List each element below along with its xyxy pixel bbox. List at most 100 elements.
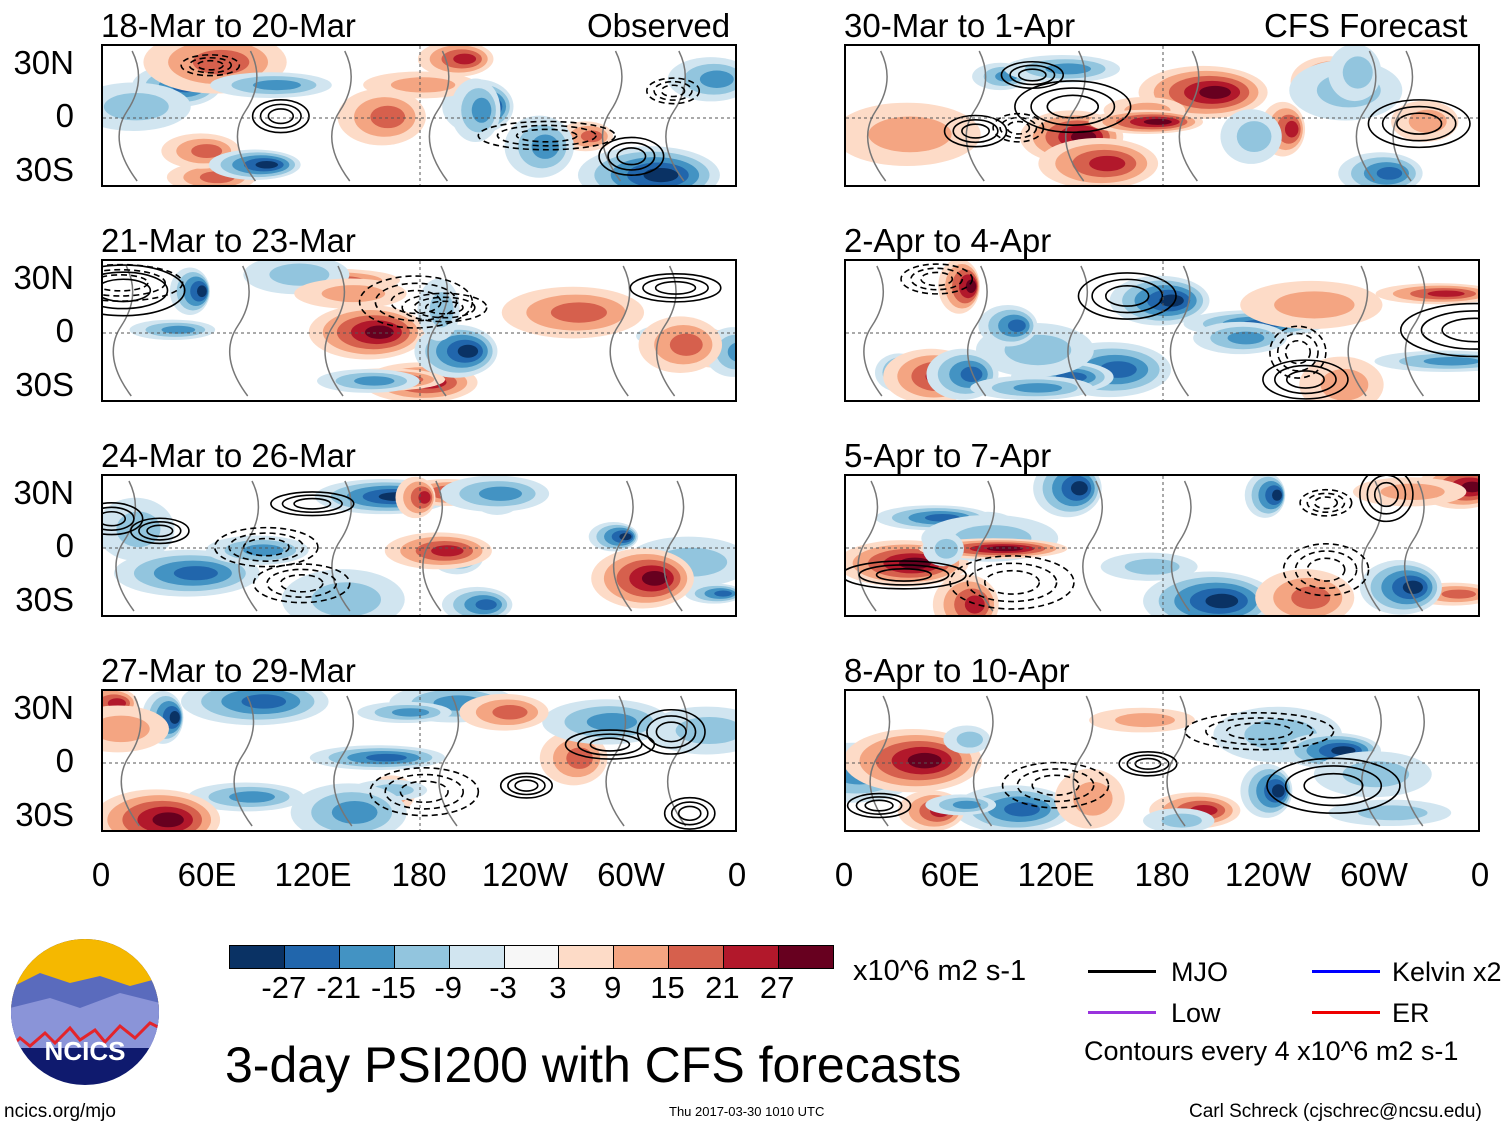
positive-contour: [1077, 272, 1177, 320]
negative-anomaly: [255, 161, 279, 169]
positive-contour: [1367, 99, 1471, 149]
lat-label: 0: [55, 742, 74, 779]
lat-label: 0: [55, 97, 74, 134]
negative-anomaly: [1376, 166, 1403, 180]
coastline: [115, 480, 137, 612]
negative-contour: [999, 116, 1038, 139]
lon-label: 0: [91, 856, 111, 893]
positive-contour: [1441, 317, 1478, 343]
positive-contour: [616, 147, 647, 166]
coastline: [601, 50, 623, 182]
colorbar-swatch: [339, 946, 395, 968]
positive-anomaly: [580, 130, 603, 143]
negative-contour: [1306, 557, 1346, 582]
lon-label: 60E: [920, 856, 980, 893]
legend-line-mjo: [1088, 970, 1156, 973]
negative-anomaly: [952, 800, 981, 809]
colorbar-label: 27: [759, 970, 795, 1005]
negative-contour: [1313, 496, 1339, 510]
positive-contour: [1399, 302, 1478, 358]
negative-contour: [413, 296, 476, 319]
coastline: [1403, 480, 1425, 612]
negative-contour: [477, 120, 617, 151]
negative-contour: [374, 282, 458, 322]
ncics-logo: NCICS: [10, 938, 160, 1086]
positive-contour: [103, 278, 152, 303]
legend-label-mjo: MJO: [1171, 957, 1228, 987]
coastline: [1065, 50, 1086, 182]
map-panel: [844, 44, 1480, 187]
coastline: [867, 50, 888, 182]
negative-anomaly: [331, 800, 378, 824]
positive-anomaly: [986, 546, 1024, 552]
panel-title: 30-Mar to 1-Apr: [844, 7, 1076, 44]
coastline: [967, 265, 988, 397]
negative-anomaly: [269, 263, 330, 286]
negative-anomaly: [1358, 805, 1428, 821]
negative-anomaly: [457, 344, 479, 358]
coastline: [667, 695, 688, 827]
positive-contour: [846, 792, 912, 819]
coastline: [655, 265, 677, 397]
coastline: [438, 695, 460, 827]
panel-title: 8-Apr to 10-Apr: [844, 652, 1070, 689]
colorbar-label: -9: [434, 970, 463, 1005]
negative-anomaly: [1070, 481, 1088, 496]
positive-contour: [564, 729, 656, 760]
lat-label: 30N: [13, 259, 74, 296]
positive-anomaly: [370, 105, 406, 129]
lat-label: 30S: [15, 366, 74, 403]
positive-anomaly: [965, 279, 977, 294]
panel-title: 27-Mar to 29-Mar: [101, 652, 356, 689]
negative-anomaly: [1423, 357, 1478, 366]
coastline: [1404, 695, 1425, 827]
positive-contour: [146, 524, 174, 538]
positive-anomaly: [321, 285, 386, 303]
coastline: [612, 480, 634, 612]
lat-label: 30S: [15, 581, 74, 618]
colorbar-swatch: [394, 946, 450, 968]
positive-contour: [1014, 80, 1132, 134]
negative-anomaly: [1159, 294, 1184, 307]
negative-contour: [242, 537, 290, 557]
coastline: [863, 265, 885, 397]
coastline: [1355, 50, 1377, 182]
colorbar-swatch: [724, 946, 780, 968]
negative-contour: [188, 56, 233, 74]
colorbar-label: -3: [489, 970, 517, 1005]
colorbar-label: -15: [371, 970, 416, 1005]
coastline: [1169, 265, 1191, 397]
lon-label: 0: [727, 856, 747, 893]
lon-label: 120E: [274, 856, 352, 893]
positive-anomaly: [103, 715, 150, 743]
positive-contour: [1091, 278, 1164, 314]
coastline: [427, 265, 449, 397]
negative-contour: [653, 80, 693, 101]
positive-contour: [855, 796, 903, 815]
main-title: 3-day PSI200 with CFS forecasts: [225, 1037, 962, 1093]
negative-contour: [949, 555, 1075, 610]
positive-contour: [677, 805, 702, 822]
colorbar: [229, 945, 834, 969]
negative-anomaly: [241, 694, 287, 709]
positive-anomaly: [418, 491, 431, 504]
negative-anomaly: [1271, 784, 1285, 798]
coastline: [233, 695, 255, 827]
negative-anomaly: [714, 590, 732, 597]
positive-contour: [1359, 476, 1414, 523]
colorbar-swatch: [449, 946, 505, 968]
negative-anomaly: [391, 708, 430, 717]
forecast-label: CFS Forecast: [1264, 7, 1468, 44]
negative-anomaly: [161, 325, 196, 334]
positive-contour: [952, 119, 999, 144]
positive-contour: [103, 510, 127, 527]
negative-anomaly: [1227, 331, 1265, 345]
footer-url: ncics.org/mjo: [4, 1101, 116, 1122]
positive-anomaly: [1284, 120, 1299, 138]
negative-contour: [992, 112, 1045, 143]
colorbar-swatch: [504, 946, 560, 968]
coastline: [422, 480, 444, 612]
positive-contour: [103, 271, 169, 310]
lon-label: 120W: [481, 856, 569, 893]
coastline: [1347, 265, 1369, 397]
